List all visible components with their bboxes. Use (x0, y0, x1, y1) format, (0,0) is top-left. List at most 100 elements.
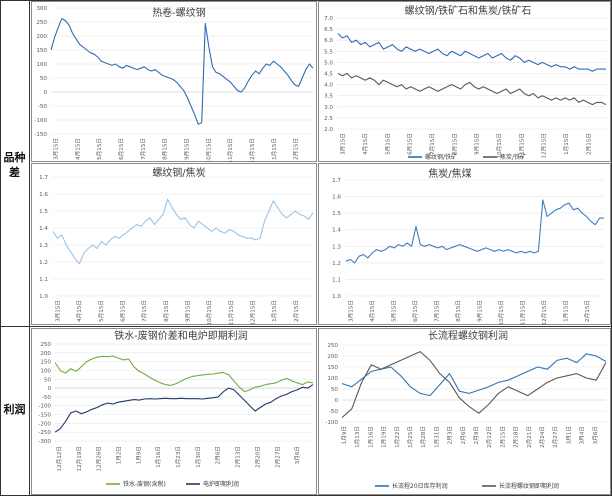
row-label-divider (29, 0, 30, 496)
y-tick-label: 7.0 (324, 16, 333, 22)
y-tick-label: 1.1 (39, 277, 48, 283)
chart-panel-coke-coal-ratio: 1.7 1.6 1.5 1.4 1.3 1.2 1.1 1.0 3月15日 4月15日 5月15日 6… (318, 163, 611, 325)
x-tick-label: 2月15日 (584, 300, 591, 322)
chart-title: 焦炭/焦煤 (428, 167, 471, 180)
y-tick-label: -50 (329, 409, 339, 415)
chart-title: 螺纹钢/焦炭 (152, 166, 205, 179)
panel-frame (31, 328, 317, 495)
y-tick-label: 3.0 (324, 105, 333, 111)
y-tick-label: 4.5 (324, 72, 333, 78)
x-tick-label: 2月27日 (274, 446, 281, 468)
legend-label: 长流程20日库存利润 (392, 482, 448, 490)
x-tick-label: 2月21日 (526, 426, 533, 448)
x-tick-label: 11月15日 (518, 133, 525, 158)
y-tick-label: 1.0 (332, 294, 341, 300)
x-tick-label: 1月16日 (155, 446, 162, 468)
x-tick-label: 7月15日 (141, 300, 148, 322)
y-tick-label: 0 (334, 398, 338, 404)
x-tick-label: 2月15日 (293, 138, 300, 160)
y-tick-label: 1.2 (39, 260, 48, 266)
x-tick-label: 8月15日 (162, 138, 169, 160)
y-tick-label: 1.4 (332, 228, 341, 234)
legend-label: 长流程螺纹钢即期利润 (499, 482, 559, 490)
y-tick-label: 200 (36, 34, 47, 40)
y-tick-label: 250 (327, 343, 338, 349)
x-tick-label: 2月24日 (539, 426, 546, 448)
y-tick-label: 200 (40, 351, 51, 357)
y-tick-label: 1.3 (332, 244, 341, 250)
x-tick-label: 11月15日 (228, 300, 235, 325)
x-tick-label: 2月20日 (254, 446, 261, 468)
chart-title: 热卷-螺纹钢 (152, 6, 206, 19)
panel-frame (318, 328, 611, 495)
y-tick-label: 1.3 (39, 243, 48, 249)
chart-title: 螺纹钢/铁矿石和焦炭/铁矿石 (405, 4, 532, 17)
chart-rebar-coke-ore-ratio: 7.0 6.5 6.0 5.5 5.0 4.5 4.0 3.5 3.0 2.5 2.0 3月15日 4月… (318, 1, 611, 162)
x-tick-label: 1月19日 (381, 426, 388, 448)
y-tick-label: 1.6 (332, 195, 341, 201)
y-tick-label: 1.7 (39, 175, 48, 181)
x-tick-label: 9月15日 (474, 133, 481, 155)
x-tick-label: 1月15日 (563, 133, 570, 155)
x-tick-label: 7月15日 (140, 138, 147, 160)
y-tick-label: 250 (40, 342, 51, 348)
x-tick-label: 1月31日 (433, 426, 440, 448)
x-tick-label: 2月15日 (499, 426, 506, 448)
y-tick-label: 4.0 (324, 83, 333, 89)
x-tick-label: 3月15日 (55, 300, 62, 322)
y-tick-label: 1.6 (39, 192, 48, 198)
x-tick-label: 2月6日 (215, 446, 222, 464)
x-tick-label: 3月15日 (348, 300, 355, 322)
y-tick-label: 150 (40, 360, 51, 366)
y-tick-label: 150 (36, 48, 47, 54)
y-tick-label: 100 (40, 369, 51, 375)
x-tick-label: 2月18日 (513, 426, 520, 448)
y-tick-label: 1.7 (332, 178, 341, 184)
legend-label: 焦炭/铁矿 (500, 153, 526, 161)
y-tick-label: -100 (38, 404, 51, 410)
x-tick-label: 2月9日 (473, 426, 480, 444)
series-line (50, 18, 314, 125)
y-tick-label: 50 (331, 387, 339, 393)
x-tick-label: 11月15日 (519, 300, 526, 325)
y-tick-label: -100 (325, 420, 338, 426)
x-tick-label: 4月15日 (362, 133, 369, 155)
x-tick-label: 4月15日 (369, 300, 376, 322)
y-tick-label: 5.5 (324, 49, 333, 55)
x-tick-label: 9月15日 (185, 300, 192, 322)
chart-coke-coal-ratio: 1.7 1.6 1.5 1.4 1.3 1.2 1.1 1.0 3月15日 4月15日 5月15日 6… (318, 163, 611, 325)
x-tick-label: 1月2日 (116, 446, 123, 464)
x-tick-label: 8月15日 (451, 133, 458, 155)
x-tick-label: 2月12日 (486, 426, 493, 448)
x-tick-label: 3月4日 (579, 426, 586, 444)
x-tick-label: 1月13日 (354, 426, 361, 448)
y-tick-label: 1.2 (332, 261, 341, 267)
y-tick-label: 3.5 (324, 94, 333, 100)
x-tick-label: 1月22日 (394, 426, 401, 448)
x-tick-label: 6月15日 (407, 133, 414, 155)
x-tick-label: 2月3日 (447, 426, 454, 444)
x-tick-label: 1月25日 (407, 426, 414, 448)
series-line (345, 199, 604, 264)
x-tick-label: 5月15日 (98, 300, 105, 322)
x-tick-label: 10月15日 (498, 300, 505, 325)
y-tick-label: 150 (327, 365, 338, 371)
y-tick-label: 200 (327, 354, 338, 360)
y-tick-label: 1.4 (39, 226, 48, 232)
y-tick-label: 1.1 (332, 277, 341, 283)
y-tick-label: 1.5 (39, 209, 48, 215)
y-tick-label: -100 (34, 118, 47, 124)
x-tick-label: 1月30日 (195, 446, 202, 468)
x-tick-label: 3月15日 (53, 138, 60, 160)
x-tick-label: 1月9日 (135, 446, 142, 464)
series-line (52, 198, 314, 265)
x-tick-label: 5月15日 (391, 300, 398, 322)
x-tick-label: 1月15日 (271, 300, 278, 322)
panel-frame (318, 163, 611, 325)
x-tick-label: 10月15日 (206, 300, 213, 325)
y-tick-label: 1.0 (39, 294, 48, 300)
x-tick-label: 6月15日 (120, 300, 127, 322)
x-tick-label: 12月26日 (96, 446, 103, 471)
y-tick-label: -150 (38, 413, 51, 419)
x-tick-label: 10月15日 (205, 138, 212, 162)
